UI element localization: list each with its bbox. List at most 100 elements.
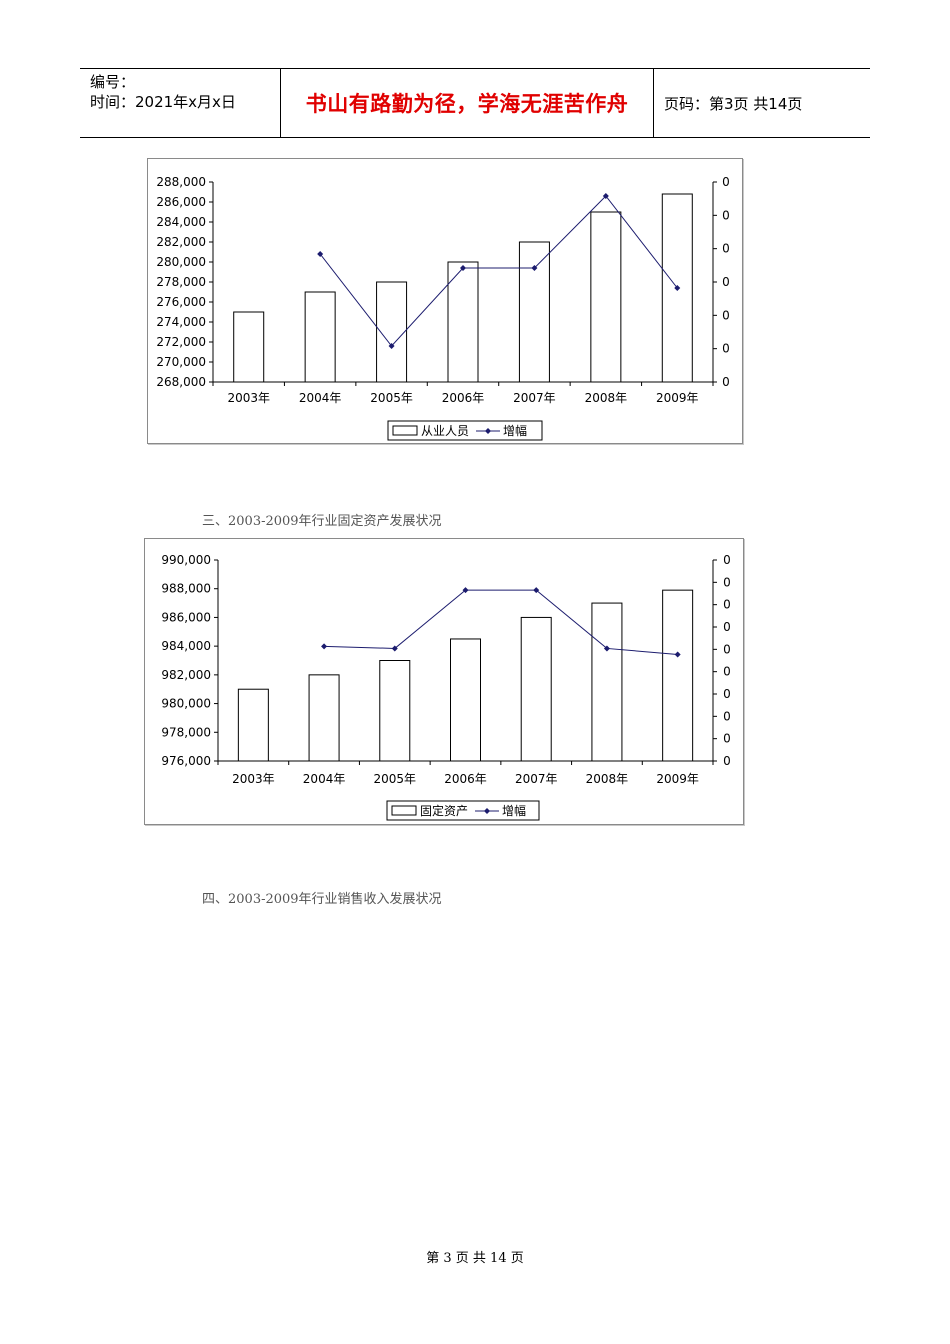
x-tick-label: 2006年 [444,772,487,786]
x-tick-label: 2003年 [232,772,275,786]
growth-line [319,195,678,347]
bar [308,674,340,762]
growth-point [460,265,466,271]
section-3-title: 三、2003-2009年行业固定资产发展状况 [202,514,442,529]
y-tick-label: 274,000 [156,315,206,329]
header-meta: 编号： 时间：2021年x月x日 [80,69,281,137]
growth-point [462,587,469,594]
legend-bar-label: 固定资产 [420,803,468,818]
y-tick-label: 982,000 [161,668,211,682]
y-tick-label: 276,000 [156,295,206,309]
growth-point [674,285,681,291]
bar [518,241,550,383]
bar [447,261,479,383]
x-tick-label: 2005年 [370,391,413,405]
y2-tick-label: 0 [722,275,730,289]
fixed-assets-chart-svg: 990,000 988,000 986,000 984,000 982,000 980,0… [161,553,731,821]
x-tick-label: 2004年 [303,772,346,786]
y2-tick-label: 0 [723,687,731,701]
y2-tick-label: 0 [722,308,730,322]
fixed-assets-chart: 990,000 988,000 986,000 984,000 982,000 980,0… [144,538,744,825]
x-tick-label: 2004年 [299,391,342,405]
bar [379,660,411,762]
x-tick-label: 2008年 [586,772,629,786]
document-number-label: 编号： [90,73,136,91]
y-tick-label: 280,000 [156,255,206,269]
y2-tick-label: 0 [722,208,730,222]
y-tick-label: 270,000 [156,355,206,369]
header-motto: 书山有路勤为径，学海无涯苦作舟 [281,69,654,137]
x-tick-label: 2009年 [656,391,699,405]
growth-point [388,343,395,349]
legend-box [387,420,543,441]
y-tick-label: 272,000 [156,335,206,349]
growth-point [391,645,398,652]
y-tick-label: 990,000 [161,553,211,567]
y-tick-label: 984,000 [161,639,211,653]
bar [376,281,408,383]
y-tick-label: 268,000 [156,375,206,389]
employment-chart-svg: 288,000 286,000 284,000 282,000 280,000 278,0… [156,175,730,441]
section-4-title: 四、2003-2009年行业销售收入发展状况 [202,892,442,907]
y-tick-label: 286,000 [156,195,206,209]
y2-tick-label: 0 [723,620,731,634]
legend-line-label: 增幅 [503,423,527,438]
bar [590,211,622,383]
bar [233,311,265,383]
growth-point [321,643,328,650]
y-tick-label: 976,000 [161,754,211,768]
y-tick-label: 284,000 [156,215,206,229]
y-tick-label: 288,000 [156,175,206,189]
x-tick-label: 2007年 [515,772,558,786]
header-page-info: 页码：第3页 共14页 [664,94,803,113]
growth-point [603,645,610,652]
legend-line-marker [484,808,490,814]
growth-point [533,587,540,594]
y2-tick-label: 0 [723,754,731,768]
y2-tick-label: 0 [723,665,731,679]
y2-tick-label: 0 [722,342,730,356]
growth-point [317,251,324,257]
legend-line-label: 增幅 [502,803,526,818]
y2-tick-label: 0 [722,375,730,389]
x-tick-label: 2007年 [513,391,556,405]
legend-bar-swatch [392,425,418,436]
growth-point [602,193,609,199]
y2-tick-label: 0 [723,732,731,746]
bar [450,638,481,762]
y2-tick-label: 0 [722,242,730,256]
x-tick-label: 2006年 [442,391,485,405]
legend-bar-swatch [391,805,417,816]
y2-tick-label: 0 [723,553,731,567]
x-tick-label: 2008年 [585,391,628,405]
bar [591,602,623,762]
y2-tick-label: 0 [723,598,731,612]
growth-point [531,265,538,271]
legend-line-marker [485,428,491,434]
page-header: 编号： 时间：2021年x月x日 书山有路勤为径，学海无涯苦作舟 页码：第3页 … [80,68,870,138]
document-time-label: 时间：2021年x月x日 [90,93,236,111]
y-tick-label: 988,000 [161,582,211,596]
y2-tick-label: 0 [723,709,731,723]
bar [662,589,694,762]
y-tick-label: 282,000 [156,235,206,249]
x-tick-label: 2009年 [656,772,699,786]
legend-box [386,800,540,821]
x-tick-label: 2005年 [374,772,417,786]
y2-tick-label: 0 [722,175,730,189]
bar [237,688,269,762]
y2-tick-label: 0 [723,642,731,656]
growth-line [324,589,678,655]
legend-bar-label: 从业人员 [421,424,469,438]
y-tick-label: 986,000 [161,610,211,624]
bar [304,291,336,383]
x-tick-label: 2003年 [227,391,270,405]
page-footer: 第 3 页 共 14 页 [426,1251,524,1266]
bar [520,616,552,762]
y-tick-label: 980,000 [161,697,211,711]
y-tick-label: 278,000 [156,275,206,289]
employment-chart: 288,000 286,000 284,000 282,000 280,000 278,0… [147,158,743,444]
y2-tick-label: 0 [723,575,731,589]
growth-point [674,651,681,658]
y-tick-label: 978,000 [161,725,211,739]
